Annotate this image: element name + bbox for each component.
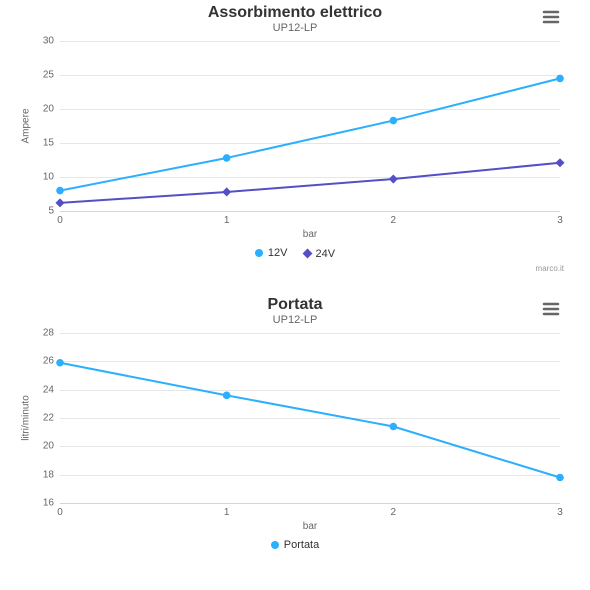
series-svg xyxy=(60,333,560,503)
legend-marker-icon xyxy=(271,541,279,549)
x-tick-label: 1 xyxy=(224,211,230,226)
data-point[interactable] xyxy=(556,474,564,482)
chart-subtitle: UP12-LP xyxy=(20,314,570,326)
legend: 12V 24V xyxy=(20,247,570,260)
y-tick-label: 28 xyxy=(43,328,60,339)
legend-marker-icon xyxy=(302,249,312,259)
data-point[interactable] xyxy=(222,187,231,196)
y-axis-title: Ampere xyxy=(21,108,32,143)
x-tick-label: 1 xyxy=(224,503,230,518)
x-tick-label: 2 xyxy=(391,211,397,226)
y-tick-label: 22 xyxy=(43,413,60,424)
y-tick-label: 15 xyxy=(43,138,60,149)
data-point[interactable] xyxy=(390,117,398,125)
data-point[interactable] xyxy=(223,392,231,400)
x-axis-line xyxy=(60,503,560,504)
y-tick-label: 10 xyxy=(43,172,60,183)
credits-text: marco.it xyxy=(536,264,564,273)
x-tick-label: 0 xyxy=(57,503,63,518)
data-point[interactable] xyxy=(390,423,398,431)
chart-title: Assorbimento elettrico xyxy=(20,4,570,22)
data-point[interactable] xyxy=(56,187,64,195)
legend: Portata xyxy=(20,539,570,552)
legend-item[interactable]: Portata xyxy=(271,539,319,551)
hamburger-icon[interactable] xyxy=(542,302,560,316)
chart-electrical-absorption: Assorbimento elettrico UP12-LP Ampere ba… xyxy=(20,4,570,260)
chart-flow-rate: Portata UP12-LP litri/minuto bar 1618202… xyxy=(20,296,570,552)
data-point[interactable] xyxy=(556,75,564,83)
legend-item[interactable]: 24V xyxy=(304,248,336,260)
data-point[interactable] xyxy=(223,154,231,162)
legend-label: 12V xyxy=(268,247,288,259)
x-axis-title: bar xyxy=(303,503,317,532)
x-axis-line xyxy=(60,211,560,212)
hamburger-icon[interactable] xyxy=(542,10,560,24)
x-tick-label: 3 xyxy=(557,211,563,226)
series-line[interactable] xyxy=(60,163,560,203)
data-point[interactable] xyxy=(389,175,398,184)
legend-label: Portata xyxy=(284,539,319,551)
y-tick-label: 18 xyxy=(43,469,60,480)
series-line[interactable] xyxy=(60,363,560,478)
data-point[interactable] xyxy=(555,158,564,167)
y-tick-label: 20 xyxy=(43,104,60,115)
legend-label: 24V xyxy=(316,248,336,260)
plot-area: litri/minuto bar 161820222426280123 xyxy=(60,332,560,503)
x-tick-label: 0 xyxy=(57,211,63,226)
y-tick-label: 25 xyxy=(43,70,60,81)
data-point[interactable] xyxy=(56,359,64,367)
series-line[interactable] xyxy=(60,78,560,190)
chart-title: Portata xyxy=(20,296,570,314)
y-tick-label: 20 xyxy=(43,441,60,452)
series-svg xyxy=(60,41,560,211)
x-tick-label: 3 xyxy=(557,503,563,518)
x-tick-label: 2 xyxy=(391,503,397,518)
legend-item[interactable]: 12V xyxy=(255,247,288,259)
x-axis-title: bar xyxy=(303,211,317,240)
legend-marker-icon xyxy=(255,249,263,257)
y-tick-label: 30 xyxy=(43,36,60,47)
plot-area: Ampere bar 510152025300123 xyxy=(60,40,560,211)
y-tick-label: 24 xyxy=(43,384,60,395)
chart-subtitle: UP12-LP xyxy=(20,22,570,34)
y-axis-title: litri/minuto xyxy=(21,395,32,441)
